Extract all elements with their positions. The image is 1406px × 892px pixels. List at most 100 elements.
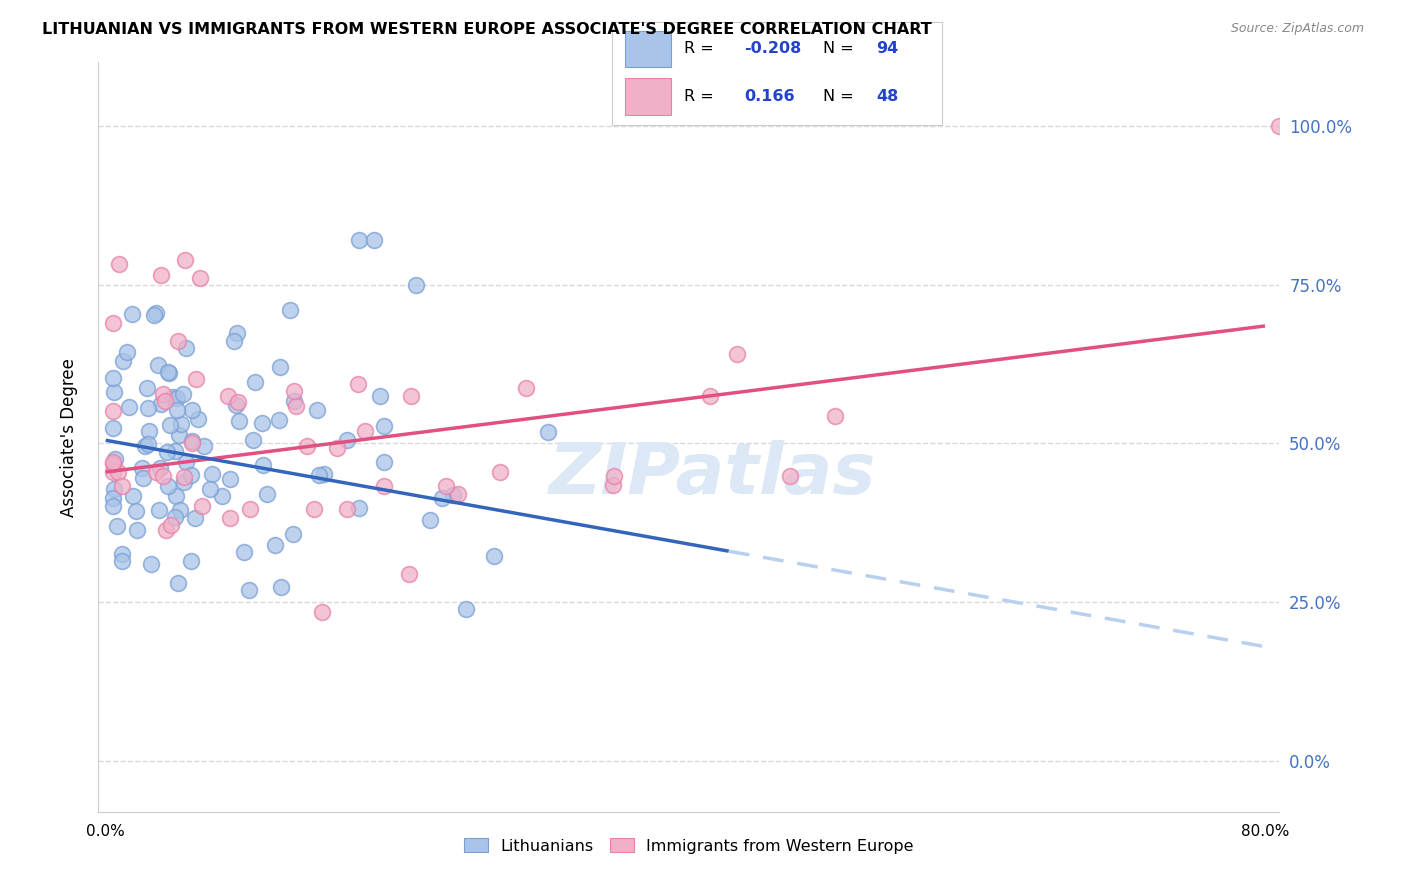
Point [363,233,385,247]
Point [150,397,173,411]
Point [281,526,304,541]
Point [184,372,207,386]
Point [725,347,748,361]
Point [180,403,202,417]
Text: R =: R = [685,88,714,103]
Point [226,326,249,340]
Point [239,502,262,516]
Point [138,425,160,439]
Point [138,437,160,451]
Point [368,389,391,403]
Point [603,469,626,483]
Point [278,303,301,318]
Point [252,458,274,473]
Point [118,401,141,415]
Point [264,538,287,552]
Point [325,441,347,455]
Point [269,359,291,374]
Point [111,554,134,568]
Point [302,502,325,516]
Point [173,469,195,483]
Point [101,491,124,505]
Point [267,413,290,427]
Point [270,580,292,594]
Point [108,257,131,271]
Point [165,489,187,503]
Point [111,547,134,561]
Point [311,605,333,619]
Y-axis label: Associate's Degree: Associate's Degree [59,358,77,516]
Point [174,252,197,267]
Point [152,469,174,483]
Text: N =: N = [823,41,853,56]
Point [174,455,197,469]
Point [181,435,204,450]
Point [101,316,124,330]
Point [515,381,537,395]
Point [489,465,512,479]
Point [226,394,249,409]
Point [211,489,233,503]
Point [314,467,336,482]
Point [217,389,239,403]
Point [354,425,377,439]
Point [349,233,371,247]
Point [167,427,190,442]
Point [456,601,478,615]
Point [242,433,264,447]
Point [131,461,153,475]
Text: 0.166: 0.166 [744,88,794,103]
Point [134,439,156,453]
Point [105,519,128,533]
Text: 0.0%: 0.0% [86,824,125,839]
Point [399,389,422,403]
Point [173,475,195,489]
Point [434,479,457,493]
Point [484,549,506,563]
Point [148,359,170,373]
Point [305,403,328,417]
Point [101,499,124,513]
Point [138,401,160,415]
Text: 80.0%: 80.0% [1240,824,1289,839]
Point [225,398,247,412]
Point [166,576,188,591]
Point [101,465,124,479]
Point [699,389,721,403]
Point [184,511,207,525]
Point [153,394,176,409]
Point [222,334,245,348]
Text: Source: ZipAtlas.com: Source: ZipAtlas.com [1230,22,1364,36]
Point [111,354,134,368]
Point [405,278,427,293]
Point [174,341,197,355]
Point [238,582,260,597]
Point [149,268,172,282]
Point [218,472,240,486]
Point [139,557,162,571]
Point [232,544,254,558]
Point [160,518,183,533]
Point [188,271,211,285]
Point [136,380,159,394]
Point [152,387,174,401]
Point [156,365,179,379]
Point [101,455,124,469]
Point [193,439,215,453]
Point [447,487,470,501]
Point [115,345,138,359]
Point [419,513,441,527]
Point [373,419,395,434]
Point [121,307,143,321]
Point [170,417,193,431]
Point [347,501,370,516]
Point [157,366,180,380]
Point [166,403,188,417]
Point [156,479,179,493]
Point [537,425,560,439]
Point [148,503,170,517]
Point [398,567,420,582]
Point [125,504,148,518]
Point [347,376,370,391]
Point [104,451,127,466]
